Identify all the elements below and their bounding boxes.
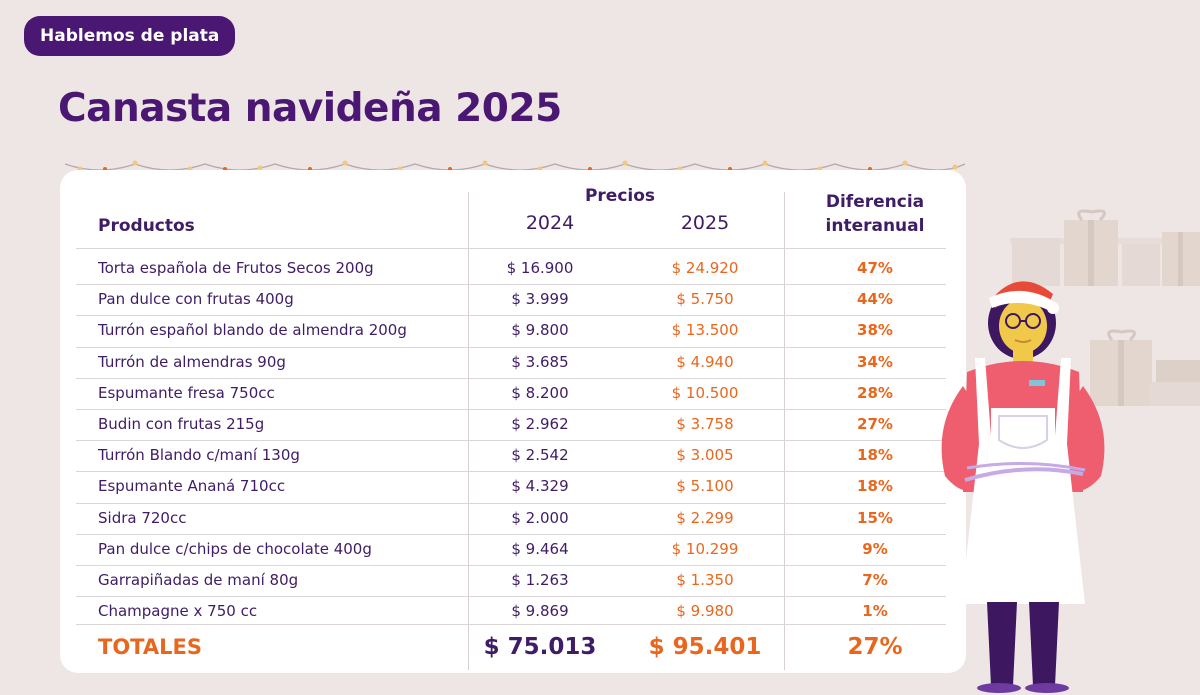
column-divider	[468, 192, 469, 670]
product-name: Pan dulce con frutas 400g	[98, 290, 294, 309]
product-name: Turrón Blando c/maní 130g	[98, 446, 300, 465]
header-products: Productos	[98, 216, 195, 236]
price-2024: $ 8.200	[511, 383, 569, 402]
table-row: Turrón de almendras 90g $ 3.685 $ 4.940 34%	[60, 347, 966, 378]
price-2025: $ 3.758	[676, 415, 734, 433]
price-2024: $ 3.685	[511, 352, 569, 371]
product-name: Torta española de Frutos Secos 200g	[98, 259, 374, 277]
table-row: Turrón español blando de almendra 200g $ …	[60, 315, 966, 346]
difference-percent: 34%	[857, 352, 893, 371]
price-2024: $ 9.869	[511, 602, 569, 621]
difference-percent: 27%	[857, 415, 893, 433]
row-divider	[76, 377, 946, 379]
row-divider	[76, 565, 946, 566]
row-divider	[76, 533, 946, 535]
difference-percent: 44%	[857, 290, 893, 309]
header-2025: 2025	[680, 212, 730, 234]
product-name: Espumante fresa 750cc	[98, 383, 275, 402]
price-2025: $ 10.500	[671, 383, 739, 402]
price-2024: $ 9.800	[511, 321, 569, 340]
table-row: Garrapiñadas de maní 80g $ 1.263 $ 1.350 7%	[60, 565, 966, 596]
price-2025: $ 10.299	[671, 539, 739, 558]
totals-2024: $ 75.013	[483, 634, 597, 660]
price-2024: $ 9.464	[511, 539, 569, 558]
price-2025: $ 3.005	[676, 446, 734, 465]
price-2025: $ 2.299	[676, 508, 734, 527]
column-divider	[784, 192, 785, 670]
table-row: Espumante Ananá 710cc $ 4.329 $ 5.100 18%	[60, 471, 966, 502]
product-name: Espumante Ananá 710cc	[98, 477, 286, 496]
price-2024: $ 16.900	[506, 259, 574, 277]
price-2025: $ 5.750	[676, 290, 734, 309]
price-2024: $ 2.000	[511, 508, 569, 527]
price-2025: $ 4.940	[676, 352, 734, 371]
product-name: Pan dulce c/chips de chocolate 400g	[98, 539, 372, 558]
difference-percent: 47%	[857, 259, 893, 277]
shopkeeper-santa-hat-illustration	[941, 281, 1105, 693]
header-diff-line2: interanual	[825, 216, 925, 236]
page-title: Canasta navideña 2025	[58, 86, 562, 131]
price-table-card: Productos Precios 2024 2025 Diferencia i…	[60, 170, 966, 673]
difference-percent: 1%	[862, 602, 888, 621]
hablemos-de-plata-badge: Hablemos de plata	[24, 16, 236, 56]
difference-percent: 18%	[857, 446, 893, 465]
price-2024: $ 1.263	[511, 571, 569, 589]
product-name: Turrón español blando de almendra 200g	[98, 321, 407, 340]
price-2025: $ 13.500	[671, 321, 739, 340]
row-divider	[76, 315, 946, 317]
price-2025: $ 9.980	[676, 602, 734, 621]
price-2025: $ 24.920	[671, 259, 739, 277]
table-row: Espumante fresa 750cc $ 8.200 $ 10.500 28%	[60, 378, 966, 409]
difference-percent: 28%	[857, 383, 893, 402]
row-divider	[76, 471, 946, 473]
gift-boxes-illustration	[1010, 209, 1200, 406]
table-row: Torta española de Frutos Secos 200g $ 16.…	[60, 253, 966, 284]
difference-percent: 18%	[857, 477, 893, 496]
table-row: Champagne x 750 cc $ 9.869 $ 9.980 1%	[60, 596, 966, 627]
header-difference: Diferencia interanual	[800, 190, 950, 238]
row-divider	[76, 596, 946, 598]
price-2024: $ 2.962	[511, 415, 569, 433]
row-divider	[76, 409, 946, 410]
header-2024: 2024	[525, 212, 575, 234]
difference-percent: 7%	[862, 571, 888, 589]
product-name: Sidra 720cc	[98, 508, 187, 527]
row-divider	[76, 284, 946, 286]
totals-row: TOTALES $ 75.013 $ 95.401 27%	[60, 627, 966, 667]
difference-percent: 9%	[862, 539, 888, 558]
table-row: Pan dulce con frutas 400g $ 3.999 $ 5.750 4…	[60, 284, 966, 315]
table-row: Pan dulce c/chips de chocolate 400g $ 9.4…	[60, 534, 966, 565]
header-prices: Precios	[584, 186, 656, 206]
difference-percent: 15%	[857, 508, 893, 527]
header-divider	[76, 248, 946, 249]
table-row: Turrón Blando c/maní 130g $ 2.542 $ 3.005 1…	[60, 440, 966, 471]
row-divider	[76, 502, 946, 504]
price-2025: $ 5.100	[676, 477, 734, 496]
row-divider	[76, 440, 946, 442]
header-diff-line1: Diferencia	[825, 192, 925, 212]
totals-difference: 27%	[847, 634, 903, 660]
totals-divider	[76, 624, 946, 625]
table-row: Sidra 720cc $ 2.000 $ 2.299 15%	[60, 503, 966, 534]
table-row: Budin con frutas 215g $ 2.962 $ 3.758 27%	[60, 409, 966, 440]
difference-percent: 38%	[857, 321, 893, 340]
price-2025: $ 1.350	[676, 571, 734, 589]
product-name: Budin con frutas 215g	[98, 415, 265, 433]
product-name: Garrapiñadas de maní 80g	[98, 571, 299, 589]
row-divider	[76, 346, 946, 348]
product-name: Turrón de almendras 90g	[98, 352, 286, 371]
totals-label: TOTALES	[98, 635, 202, 659]
product-name: Champagne x 750 cc	[98, 602, 258, 621]
price-2024: $ 2.542	[511, 446, 569, 465]
totals-2025: $ 95.401	[648, 634, 762, 660]
price-2024: $ 4.329	[511, 477, 569, 496]
price-2024: $ 3.999	[511, 290, 569, 309]
